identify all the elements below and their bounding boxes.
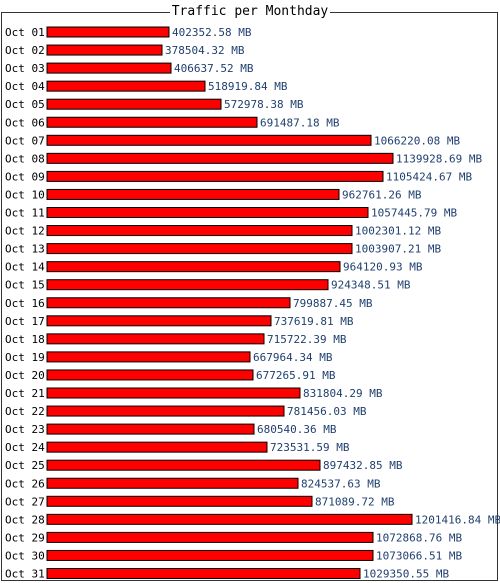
category-label: Oct 07 [5, 134, 45, 147]
bar [46, 170, 384, 182]
bar [46, 369, 254, 381]
bar [46, 26, 170, 38]
category-label: Oct 03 [5, 62, 45, 75]
category-label: Oct 17 [5, 315, 45, 328]
value-label: 799887.45 MB [293, 297, 373, 310]
category-label: Oct 05 [5, 98, 45, 111]
bar [46, 459, 321, 471]
category-label: Oct 18 [5, 333, 45, 346]
category-label: Oct 08 [5, 152, 45, 165]
bar [46, 568, 361, 579]
category-label: Oct 26 [5, 477, 45, 490]
value-label: 1066220.08 MB [374, 134, 460, 147]
category-label: Oct 21 [5, 387, 45, 400]
bar [46, 134, 372, 146]
bar [46, 495, 313, 507]
chart-title-text: Traffic per Monthday [169, 4, 331, 19]
category-label: Oct 31 [5, 568, 45, 581]
category-label: Oct 28 [5, 513, 45, 526]
category-label: Oct 11 [5, 207, 45, 220]
category-label: Oct 04 [5, 80, 45, 93]
bar [46, 351, 251, 363]
value-label: 518919.84 MB [208, 80, 288, 93]
category-label: Oct 24 [5, 441, 45, 454]
category-label: Oct 20 [5, 369, 45, 382]
value-label: 924348.51 MB [331, 279, 411, 292]
bar [46, 80, 206, 92]
bar [46, 333, 265, 345]
value-label: 964120.93 MB [343, 261, 423, 274]
bar [46, 98, 222, 110]
bar [46, 297, 291, 309]
value-label: 1139928.69 MB [396, 152, 482, 165]
value-label: 737619.81 MB [274, 315, 354, 328]
category-label: Oct 29 [5, 531, 45, 544]
bar [46, 44, 163, 56]
value-label: 378504.32 MB [165, 44, 245, 57]
value-label: 824537.63 MB [301, 477, 381, 490]
category-label: Oct 16 [5, 297, 45, 310]
category-label: Oct 23 [5, 423, 45, 436]
category-label: Oct 25 [5, 459, 45, 472]
category-label: Oct 30 [5, 549, 45, 562]
value-label: 1073066.51 MB [376, 549, 462, 562]
bar [46, 116, 258, 128]
value-label: 677265.91 MB [256, 369, 336, 382]
category-label: Oct 22 [5, 405, 45, 418]
category-label: Oct 10 [5, 188, 45, 201]
category-label: Oct 01 [5, 26, 45, 39]
bar [46, 243, 353, 255]
value-label: 723531.59 MB [270, 441, 350, 454]
category-label: Oct 13 [5, 243, 45, 256]
bar [46, 549, 374, 561]
bar [46, 315, 272, 327]
value-label: 572978.38 MB [224, 98, 304, 111]
value-label: 1072868.76 MB [376, 531, 462, 544]
bar [46, 225, 353, 237]
category-label: Oct 15 [5, 279, 45, 292]
value-label: 1029350.55 MB [363, 568, 449, 581]
value-label: 1003907.21 MB [355, 243, 441, 256]
value-label: 406637.52 MB [174, 62, 254, 75]
value-label: 962761.26 MB [342, 188, 422, 201]
bar [46, 477, 299, 489]
bar [46, 207, 369, 218]
bar [46, 261, 341, 273]
category-label: Oct 27 [5, 495, 45, 508]
bar [46, 405, 285, 417]
category-label: Oct 02 [5, 44, 45, 57]
value-label: 1057445.79 MB [371, 207, 457, 220]
bar [46, 152, 394, 164]
category-label: Oct 19 [5, 351, 45, 364]
value-label: 831804.29 MB [303, 387, 383, 400]
value-label: 402352.58 MB [172, 26, 252, 39]
value-label: 1002301.12 MB [355, 225, 441, 238]
bar [46, 513, 413, 525]
value-label: 715722.39 MB [267, 333, 347, 346]
bar [46, 279, 329, 291]
bar [46, 423, 255, 435]
value-label: 680540.36 MB [257, 423, 337, 436]
value-label: 1201416.84 MB [415, 513, 500, 526]
bar [46, 531, 374, 543]
value-label: 781456.03 MB [287, 405, 367, 418]
value-label: 897432.85 MB [323, 459, 403, 472]
chart-title: Traffic per Monthday [0, 4, 500, 20]
bar [46, 387, 301, 399]
value-label: 1105424.67 MB [386, 170, 472, 183]
value-label: 871089.72 MB [315, 495, 395, 508]
bar [46, 441, 268, 453]
value-label: 691487.18 MB [260, 116, 340, 129]
category-label: Oct 06 [5, 116, 45, 129]
bar [46, 188, 340, 200]
bar [46, 62, 172, 74]
value-label: 667964.34 MB [253, 351, 333, 364]
category-label: Oct 12 [5, 225, 45, 238]
category-label: Oct 14 [5, 261, 45, 274]
category-label: Oct 09 [5, 170, 45, 183]
